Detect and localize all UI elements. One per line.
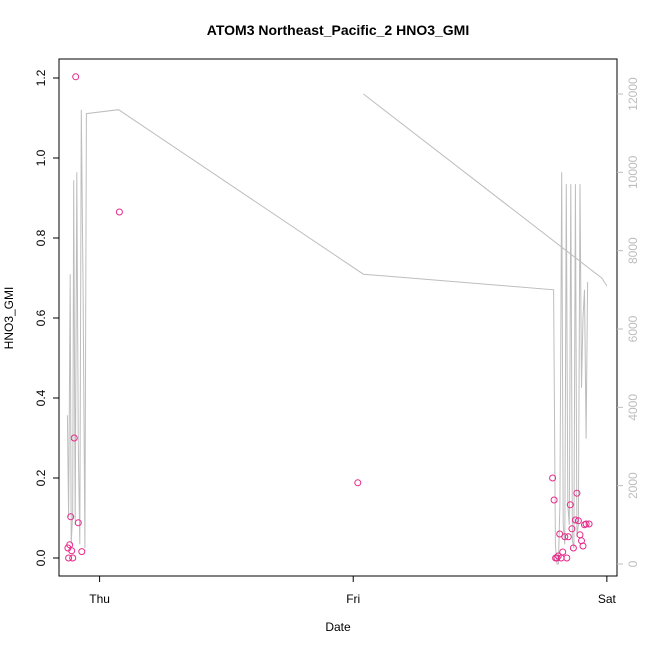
x-axis-label: Date [325, 620, 351, 634]
data-point [66, 541, 74, 549]
data-point [559, 548, 567, 556]
data-point [67, 513, 75, 521]
data-point [566, 501, 574, 509]
y-tick-label: 0.4 [34, 389, 48, 406]
data-point [549, 474, 557, 482]
chart-title: ATOM3 Northeast_Pacific_2 HNO3_GMI [207, 22, 469, 38]
y-axis-label: HNO3_GMI [2, 287, 16, 350]
data-point [574, 517, 582, 525]
series-line-2 [363, 93, 608, 287]
y2-tick-label: 12000 [626, 77, 640, 111]
data-point [115, 208, 123, 216]
data-point [69, 554, 77, 562]
data-point [550, 496, 558, 504]
data-point [561, 533, 569, 541]
data-point [65, 554, 73, 562]
y-tick-label: 0.8 [34, 229, 48, 246]
y-tick-label: 1.0 [34, 149, 48, 166]
data-point [74, 519, 82, 527]
data-point [68, 547, 76, 555]
y2-tick-label: 10000 [626, 155, 640, 189]
y-tick-label: 0.0 [34, 549, 48, 566]
x-tick-label: Thu [89, 592, 110, 606]
data-point [78, 548, 86, 556]
data-point [553, 554, 561, 562]
y-tick-label: 0.6 [34, 309, 48, 326]
data-point [564, 533, 572, 541]
data-point [585, 520, 593, 528]
data-point [70, 434, 78, 442]
data-point [569, 544, 577, 552]
data-point [568, 525, 576, 533]
y2-tick-label: 8000 [626, 237, 640, 264]
x-tick-label: Fri [346, 592, 360, 606]
x-tick-label: Sat [598, 592, 617, 606]
plot-area: 0.0 0.2 0.4 0.6 0.8 1.0 1.2 0 2000 4000 6000 8000 10… [34, 58, 640, 606]
data-point [582, 520, 590, 528]
data-point [354, 479, 362, 487]
y2-tick-label: 0 [626, 560, 640, 567]
data-point [579, 542, 587, 550]
y-tick-label: 0.2 [34, 469, 48, 486]
y2-tick-label: 2000 [626, 472, 640, 499]
data-point [573, 489, 581, 497]
y2-tick-label: 6000 [626, 315, 640, 342]
data-point [72, 73, 80, 81]
data-point [563, 554, 571, 562]
y2-tick-label: 4000 [626, 394, 640, 421]
series-line-1 [66, 109, 589, 565]
y-tick-label: 1.2 [34, 69, 48, 86]
data-point [571, 516, 579, 524]
